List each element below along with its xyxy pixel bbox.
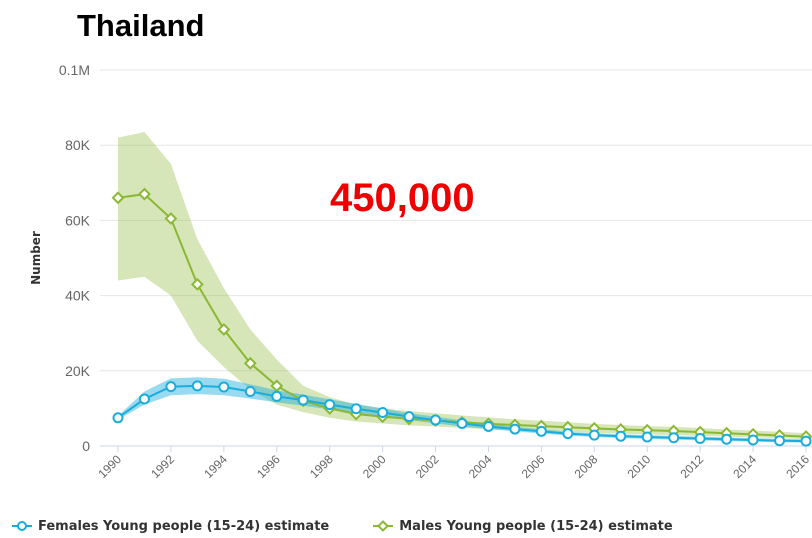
x-tick-label: 1992 <box>148 452 177 481</box>
point-males <box>138 187 151 201</box>
point-females <box>324 399 336 411</box>
point-females <box>800 435 812 447</box>
x-tick-label: 1996 <box>254 452 283 481</box>
x-tick-label: 2008 <box>572 452 601 481</box>
y-tick-label: 80K <box>65 137 91 153</box>
legend-label-males: Males Young people (15-24) estimate <box>399 518 673 534</box>
legend-item-females[interactable]: Females Young people (15-24) estimate <box>12 519 329 534</box>
x-tick-label: 2006 <box>519 452 548 481</box>
point-females <box>615 430 627 442</box>
point-females <box>509 423 521 435</box>
series-markers <box>111 187 812 447</box>
legend-swatch-males <box>373 520 394 532</box>
point-females <box>138 393 150 405</box>
point-males <box>243 356 257 370</box>
point-males <box>217 323 231 336</box>
point-males <box>111 191 125 205</box>
point-females <box>562 428 574 440</box>
point-females <box>350 403 362 415</box>
point-females <box>668 432 680 444</box>
point-males <box>270 379 284 393</box>
legend: Females Young people (15-24) estimate Ma… <box>12 516 717 536</box>
x-tick-label: 1998 <box>307 452 336 481</box>
point-females <box>641 431 653 443</box>
point-females <box>774 435 786 447</box>
point-females <box>721 433 733 445</box>
chart-plot: 0 20K 40K 60K 80K 0.1M 1990 1992 1994 1996 1998 20… <box>29 62 812 481</box>
point-females <box>747 434 759 446</box>
point-females <box>482 420 494 432</box>
x-tick-label: 2014 <box>730 452 759 481</box>
chart-title: Thailand <box>77 8 205 43</box>
point-females <box>588 429 600 441</box>
x-tick-label: 2000 <box>360 452 389 481</box>
point-females <box>377 407 389 419</box>
x-tick-label: 2004 <box>466 452 495 481</box>
point-females <box>244 385 256 397</box>
point-females <box>535 425 547 437</box>
gridlines <box>100 69 812 452</box>
legend-item-males[interactable]: Males Young people (15-24) estimate <box>373 518 673 534</box>
point-females <box>430 414 442 426</box>
point-females <box>694 432 706 444</box>
point-females <box>271 390 283 402</box>
point-females <box>218 381 230 393</box>
x-tick-label: 1994 <box>201 452 230 481</box>
point-females <box>112 412 124 424</box>
y-tick-label: 60K <box>65 212 91 228</box>
x-tick-label: 2012 <box>677 452 706 481</box>
point-females <box>165 381 177 393</box>
point-females <box>297 394 309 406</box>
y-tick-label: 20K <box>65 363 91 379</box>
legend-label-females: Females Young people (15-24) estimate <box>38 518 330 534</box>
y-tick-labels: 0 20K 40K 60K 80K 0.1M <box>59 62 91 454</box>
x-tick-labels: 1990 1992 1994 1996 1998 2000 2002 2004 2006 2008… <box>95 452 812 481</box>
point-females <box>456 417 468 429</box>
annotation-total: 450,000 <box>330 176 475 220</box>
y-tick-label: 0.1M <box>59 62 90 78</box>
point-females <box>403 411 415 423</box>
point-males <box>190 277 204 291</box>
point-females <box>191 380 203 392</box>
x-tick-label: 2016 <box>783 452 812 481</box>
y-tick-label: 40K <box>65 288 91 304</box>
x-tick-label: 2010 <box>625 452 654 481</box>
y-tick-label: 0 <box>82 438 90 454</box>
legend-swatch-females <box>12 521 32 531</box>
point-males <box>164 212 178 225</box>
x-tick-label: 1990 <box>95 452 124 481</box>
y-axis-label: Number <box>29 231 43 285</box>
x-tick-label: 2002 <box>413 452 442 481</box>
